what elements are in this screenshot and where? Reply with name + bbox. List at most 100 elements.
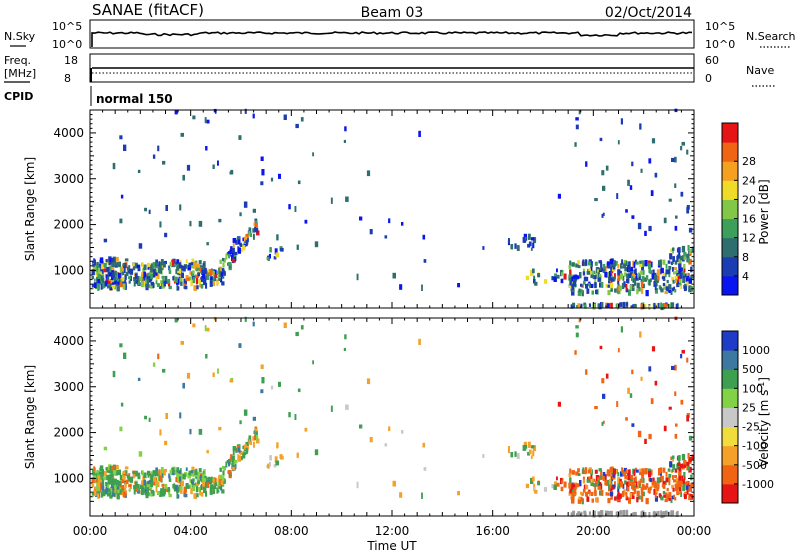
velocity-echo-cell [180,340,184,345]
power-echo-cell [245,233,249,238]
power-echo-cell [574,274,578,280]
power-echo-cell [561,272,563,276]
velocity-echo-cell [213,316,217,321]
velocity-echo-cell [157,482,160,487]
power-echo-cell [150,273,153,279]
power-echo-cell [583,304,587,309]
power-echo-cell [106,260,110,265]
velocity-echo-cell [673,479,677,483]
velocity-echo-cell [587,491,591,495]
power-echo-cell [388,218,391,224]
power-echo-cell [614,273,616,280]
power-echo-cell [110,278,115,283]
velocity-echo-cell [248,439,251,444]
velocity-echo-cell [176,492,179,499]
power-echo-cell [141,262,144,268]
velocity-echo-cell [168,475,171,481]
velocity-echo-cell [608,479,611,485]
power-echo-cell [654,288,658,294]
power-echo-cell [674,267,677,271]
velocity-echo-cell [120,402,124,407]
velocity-colorbar: 1000 500 100 25 -25 -100 -500 -1000 [721,330,774,504]
power-echo-cell [163,280,166,287]
power-echo-cell [168,270,172,274]
velocity-echo-cell [671,484,674,489]
power-echo-cell [676,270,678,278]
velocity-echo-cell [218,426,222,431]
velocity-echo-cell [610,480,613,484]
velocity-echo-cell [255,431,258,435]
power-echo-cell [162,278,165,285]
velocity-echo-cell [182,473,186,480]
freq-tick-high: 18 [64,54,78,67]
velocity-echo-cell [649,478,653,483]
velocity-echo-cell [586,479,591,483]
velocity-echo-cell [592,511,596,518]
velocity-echo-cell [169,469,172,475]
y-tick-label: 4000 [53,126,84,140]
power-echo-cell [598,303,602,310]
power-echo-cell [261,169,265,176]
noise-tick-high-left: 10^5 [52,20,82,33]
velocity-echo-cell [640,511,643,518]
power-echo-cell [221,268,225,274]
velocity-echo-cell [598,468,602,472]
velocity-echo-cell [253,441,255,448]
power-echo-cell [117,281,120,285]
power-echo-cell [164,275,168,282]
power-echo-cell [609,276,612,281]
velocity-echo-cell [119,474,122,481]
power-echo-cell [192,270,195,274]
power-echo-cell [610,302,613,309]
velocity-echo-cell [160,472,163,477]
power-echo-cell [209,280,213,287]
power-echo-cell [530,269,534,276]
velocity-echo-cell [625,496,629,501]
power-echo-cell [260,181,264,186]
velocity-echo-cell [196,493,199,498]
power-echo-cell [568,274,572,281]
power-echo-cell [634,268,637,275]
power-echo-cell [627,266,631,273]
velocity-echo-cell [133,485,137,490]
power-echo-cell [578,110,581,115]
power-echo-cell [587,261,591,266]
power-echo-cell [597,277,601,282]
velocity-echo-cell [627,387,630,394]
velocity-echo-cell [617,348,620,353]
velocity-echo-cell [561,477,564,482]
y-tick-label: 1000 [53,471,84,485]
power-echo-cell [654,279,658,286]
velocity-echo-cell [649,486,652,491]
power-echo-cell [207,268,211,273]
velocity-echo-cell [388,426,391,432]
power-echo-cell [105,259,109,263]
power-echo-cell [656,279,660,283]
velocity-echo-cell [577,511,581,517]
colorbar-segment [722,464,738,485]
velocity-echo-cell [569,468,572,474]
power-echo-cell [116,284,120,292]
velocity-echo-cell [261,377,265,384]
velocity-echo-cell [660,496,664,501]
velocity-echo-cell [686,357,689,363]
power-echo-cell [116,263,120,267]
velocity-echo-cell [143,472,147,479]
colorbar-segment [722,218,738,239]
velocity-echo-cell [392,480,396,487]
x-tick-label: 00:00 [677,524,712,538]
power-echo-cell [653,274,658,281]
velocity-echo-cell [137,483,140,491]
power-echo-cell [155,272,158,278]
velocity-echo-cell [242,453,246,459]
power-echo-cell [112,162,116,170]
velocity-echo-cell [270,385,274,390]
power-echo-cell [586,288,590,294]
power-echo-cell [585,283,589,289]
power-echo-cell [673,271,677,275]
power-echo-cell [648,266,651,273]
velocity-echo-cell [230,454,233,461]
velocity-echo-cell [648,366,652,372]
power-echo-cell [134,262,138,269]
power-echo-cell [522,237,525,243]
